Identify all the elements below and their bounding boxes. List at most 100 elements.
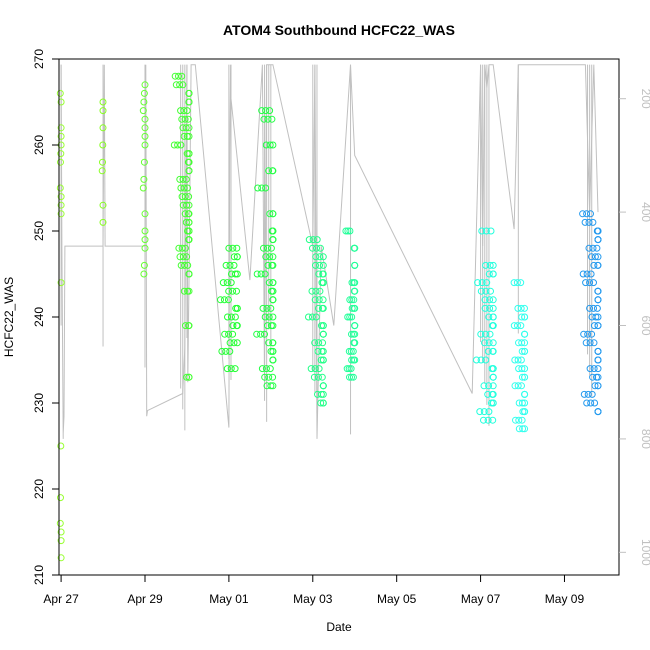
data-point bbox=[590, 304, 597, 312]
data-point bbox=[319, 347, 327, 355]
data-point bbox=[57, 537, 65, 545]
data-point bbox=[319, 330, 327, 338]
data-point bbox=[266, 107, 274, 115]
data-point bbox=[482, 287, 490, 295]
data-point bbox=[262, 253, 270, 261]
y-tick-label: 250 bbox=[32, 221, 46, 241]
data-point bbox=[179, 253, 187, 261]
data-point bbox=[227, 313, 235, 321]
data-point bbox=[346, 296, 354, 304]
data-point bbox=[263, 244, 271, 252]
data-point bbox=[179, 175, 187, 183]
data-point bbox=[319, 399, 327, 407]
data-point bbox=[318, 373, 326, 381]
chart-title: ATOM4 Southbound HCFC22_WAS bbox=[223, 22, 455, 38]
data-point bbox=[265, 339, 273, 347]
data-point bbox=[176, 81, 184, 89]
data-point bbox=[477, 287, 485, 295]
data-point bbox=[185, 201, 193, 209]
data-point bbox=[319, 322, 327, 330]
x-tick-label: May 05 bbox=[377, 592, 417, 606]
data-point bbox=[519, 425, 527, 433]
data-point bbox=[319, 382, 327, 390]
data-point bbox=[265, 279, 273, 287]
data-point bbox=[521, 365, 529, 373]
data-point bbox=[590, 279, 597, 287]
data-point bbox=[269, 356, 277, 364]
data-point bbox=[258, 107, 266, 115]
data-point bbox=[589, 373, 597, 381]
data-point bbox=[476, 408, 484, 416]
data-point bbox=[487, 287, 494, 295]
data-point bbox=[482, 356, 490, 364]
data-point bbox=[57, 150, 65, 158]
data-point bbox=[517, 356, 525, 364]
data-point bbox=[141, 141, 149, 149]
data-point bbox=[489, 261, 497, 269]
data-point bbox=[269, 313, 277, 321]
y-tick-label: 210 bbox=[32, 565, 46, 585]
data-point bbox=[185, 270, 193, 278]
data-point bbox=[518, 365, 526, 373]
data-point bbox=[314, 347, 322, 355]
data-point bbox=[521, 373, 529, 381]
y-tick-label: 230 bbox=[32, 393, 46, 413]
data-point bbox=[351, 304, 359, 312]
data-point bbox=[594, 408, 602, 416]
data-point bbox=[481, 339, 488, 347]
data-point bbox=[489, 322, 497, 330]
data-point bbox=[182, 175, 190, 183]
data-point bbox=[266, 210, 274, 218]
data-point bbox=[269, 261, 277, 269]
data-point bbox=[233, 339, 241, 347]
data-point bbox=[487, 227, 495, 235]
data-point bbox=[267, 382, 275, 390]
data-point bbox=[345, 365, 353, 373]
data-point bbox=[594, 236, 602, 244]
y-axis: 210 220 230 240 250 260 270 bbox=[32, 49, 59, 585]
data-point bbox=[515, 416, 523, 424]
plot-frame bbox=[58, 58, 620, 576]
data-point bbox=[348, 313, 356, 321]
data-point bbox=[594, 296, 602, 304]
data-point bbox=[484, 416, 492, 424]
data-point bbox=[178, 72, 186, 80]
data-point bbox=[481, 330, 489, 338]
data-point bbox=[587, 210, 594, 218]
data-point bbox=[478, 227, 486, 235]
data-point bbox=[351, 322, 359, 330]
data-point bbox=[185, 193, 193, 201]
data-point bbox=[233, 270, 241, 278]
data-point bbox=[594, 382, 602, 390]
data-point bbox=[254, 184, 262, 192]
data-point bbox=[225, 287, 233, 295]
data-point bbox=[586, 365, 594, 373]
data-point bbox=[223, 279, 231, 287]
data-point bbox=[309, 244, 316, 252]
data-point bbox=[178, 244, 186, 252]
data-point bbox=[262, 184, 270, 192]
data-point bbox=[593, 244, 601, 252]
data-point bbox=[140, 270, 148, 278]
data-point bbox=[264, 261, 272, 269]
data-point bbox=[591, 382, 599, 390]
data-point bbox=[180, 132, 188, 140]
data-point bbox=[269, 167, 277, 175]
data-point bbox=[319, 279, 327, 287]
data-point bbox=[222, 347, 230, 355]
data-point bbox=[265, 313, 273, 321]
data-point bbox=[269, 322, 277, 330]
data-point bbox=[348, 304, 356, 312]
data-point bbox=[315, 339, 323, 347]
data-point bbox=[485, 313, 493, 321]
data-point bbox=[265, 373, 273, 381]
data-point bbox=[314, 373, 322, 381]
data-point bbox=[260, 115, 268, 123]
altitude-trace bbox=[60, 64, 599, 439]
data-point bbox=[99, 158, 106, 166]
data-point bbox=[56, 519, 64, 527]
data-point bbox=[177, 184, 185, 192]
data-point bbox=[264, 322, 271, 330]
y2-tick-label: 1000 bbox=[639, 539, 650, 566]
data-point bbox=[261, 313, 269, 321]
